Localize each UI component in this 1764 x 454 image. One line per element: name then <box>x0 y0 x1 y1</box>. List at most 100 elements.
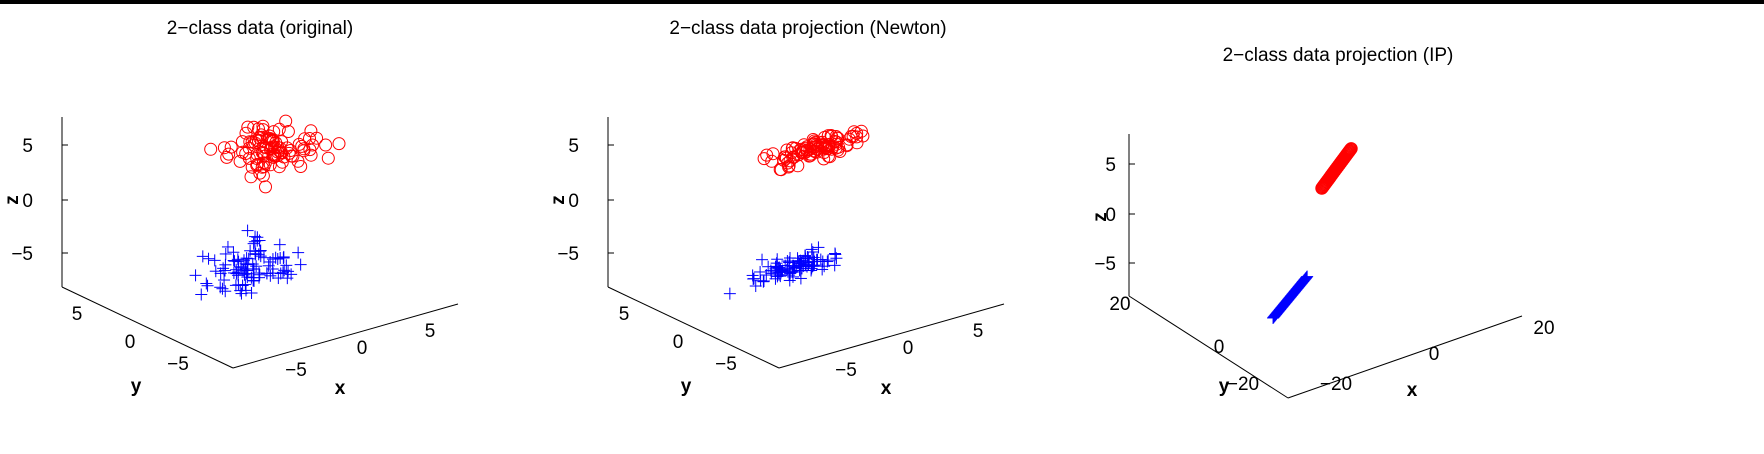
data-point-class-b <box>821 255 834 268</box>
data-point-class-a <box>235 135 249 149</box>
data-point-class-a <box>766 147 780 161</box>
data-point-class-b <box>806 245 819 258</box>
x-tick-label: −5 <box>835 360 857 381</box>
data-point-class-a <box>243 135 257 149</box>
x-axis-line <box>232 303 459 369</box>
y-tick-label: −5 <box>715 354 737 375</box>
data-point-class-a <box>1344 142 1358 156</box>
y-tick-label: 0 <box>1214 337 1225 358</box>
data-point-class-b <box>814 253 827 266</box>
y-axis-label: y <box>131 376 142 397</box>
data-point-class-b <box>245 286 258 299</box>
data-point-class-b <box>749 280 762 293</box>
data-point-class-b <box>218 274 231 287</box>
x-tick-label: 0 <box>357 338 368 359</box>
data-point-class-a <box>760 148 774 162</box>
data-point-class-b <box>200 277 213 290</box>
data-point-class-b <box>221 240 234 253</box>
data-point-class-b <box>250 260 263 273</box>
data-point-class-b <box>219 247 232 260</box>
data-point-class-b <box>214 267 227 280</box>
data-point-class-b <box>807 251 820 264</box>
data-point-class-b <box>294 258 307 271</box>
data-point-class-b <box>746 269 759 282</box>
data-point-class-b <box>754 274 767 287</box>
data-point-class-b <box>723 287 736 300</box>
data-point-class-a <box>268 149 282 163</box>
data-point-class-b <box>208 254 221 267</box>
data-point-class-a <box>267 125 281 139</box>
data-point-class-a <box>304 148 318 162</box>
data-point-class-b <box>253 268 266 281</box>
data-point-class-a <box>282 146 296 160</box>
data-point-class-a <box>244 170 258 184</box>
data-point-class-a <box>281 125 295 138</box>
x-tick-label: 5 <box>425 321 436 342</box>
x-axis-label: x <box>1407 380 1418 401</box>
data-point-class-b <box>281 272 294 285</box>
x-axis-label: x <box>881 378 892 399</box>
data-point-class-b <box>247 274 260 287</box>
data-point-class-a <box>220 150 234 164</box>
data-point-class-b <box>239 284 252 297</box>
data-point-class-b <box>828 259 841 272</box>
y-tick-label: 5 <box>72 304 83 325</box>
data-point-class-b <box>747 272 760 285</box>
data-point-class-a <box>831 131 845 145</box>
data-point-class-b <box>240 252 253 265</box>
x-tick-label: 5 <box>973 321 984 342</box>
data-point-class-b <box>227 246 240 259</box>
data-point-class-b <box>756 253 769 266</box>
z-tick-label: 0 <box>568 191 579 212</box>
data-point-class-b <box>1300 271 1313 284</box>
x-axis-label: x <box>335 378 346 399</box>
data-point-class-a <box>291 154 305 168</box>
x-tick-label: 0 <box>903 338 914 359</box>
data-point-class-a <box>842 132 856 146</box>
y-axis-line <box>61 286 234 369</box>
data-point-class-a <box>773 163 787 176</box>
x-tick-label: 20 <box>1533 318 1554 339</box>
y-axis-label: y <box>1219 376 1230 397</box>
data-point-class-b <box>229 279 242 292</box>
z-tick-label: 5 <box>1105 155 1116 176</box>
data-point-class-a <box>245 160 259 174</box>
data-point-class-a <box>303 132 316 145</box>
y-tick-label: −20 <box>1227 374 1259 395</box>
data-point-class-a <box>781 156 795 170</box>
data-point-class-b <box>818 260 831 273</box>
x-axis-line <box>1287 315 1523 399</box>
chart-title: 2−class data (original) <box>167 18 353 39</box>
z-tick-label: −5 <box>1094 254 1116 275</box>
z-tick-label: 5 <box>568 136 579 157</box>
data-point-class-a <box>241 120 255 134</box>
scatter3d-ip: 2−class data projection (IP)50−5−2002020… <box>1090 45 1555 401</box>
top-border <box>0 0 1764 4</box>
data-point-class-a <box>258 149 272 163</box>
data-point-class-b <box>189 269 202 282</box>
x-tick-label: −20 <box>1320 374 1352 395</box>
data-point-class-b <box>241 224 254 237</box>
data-point-class-b <box>217 262 230 275</box>
data-point-class-b <box>816 263 829 276</box>
data-point-class-a <box>793 143 807 157</box>
data-point-class-b <box>784 251 797 264</box>
y-axis-line <box>1128 295 1289 399</box>
data-point-class-b <box>271 253 284 266</box>
data-point-class-b <box>784 267 797 280</box>
z-tick-label: −5 <box>557 244 579 265</box>
data-point-class-b <box>249 248 262 261</box>
plot-panel-original: 2−class data (original) 5 0 −5 −5 0 5 5 0 −5 x y z <box>0 4 560 454</box>
scatter3d-original: 2−class data (original) 5 0 −5 −5 0 5 5 0 −5 x y z <box>2 18 459 399</box>
data-point-class-b <box>795 262 808 275</box>
data-point-class-b <box>783 269 796 282</box>
y-tick-label: 5 <box>619 304 630 325</box>
data-point-class-a <box>815 135 829 149</box>
y-tick-label: 0 <box>673 332 684 353</box>
data-point-class-b <box>216 282 229 295</box>
data-point-class-b <box>219 285 232 298</box>
data-point-class-b <box>274 252 287 265</box>
data-point-class-b <box>231 253 244 266</box>
data-point-class-a <box>782 159 796 173</box>
data-point-class-b <box>257 251 270 264</box>
